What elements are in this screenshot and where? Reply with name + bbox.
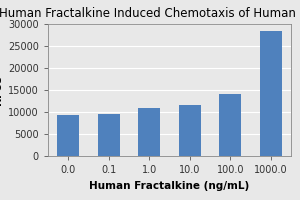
Y-axis label: RFUs: RFUs [0,75,2,105]
Title: Human Fractalkine Induced Chemotaxis of Human PBMCs: Human Fractalkine Induced Chemotaxis of … [0,7,300,20]
Bar [138,108,160,156]
Bar [260,31,282,156]
Bar [219,94,242,156]
X-axis label: Human Fractalkine (ng/mL): Human Fractalkine (ng/mL) [89,181,250,191]
Bar [98,114,120,156]
Bar [57,115,80,156]
Bar [178,105,201,156]
